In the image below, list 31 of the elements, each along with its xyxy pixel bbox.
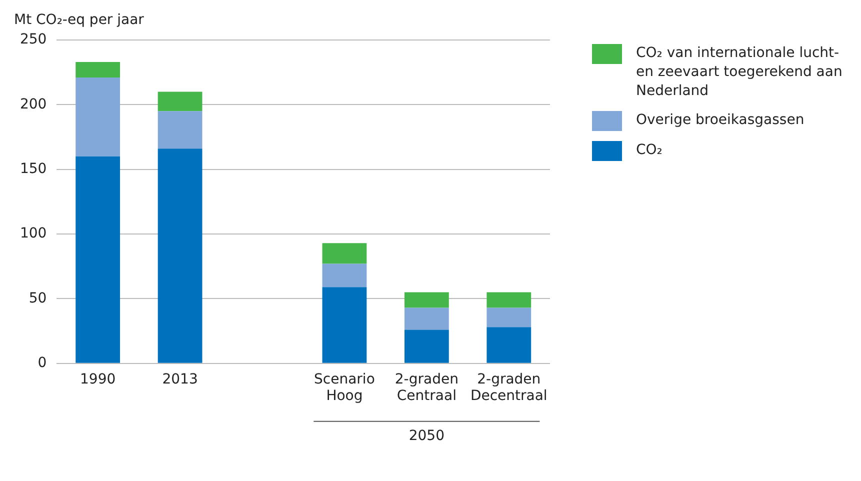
- y-tick-label: 100: [20, 226, 47, 242]
- x-tick-label: 2-graden Decentraal: [470, 371, 548, 404]
- y-tick-label: 150: [20, 161, 47, 177]
- y-tick-label: 50: [28, 290, 47, 306]
- y-tick-label: 200: [20, 96, 47, 112]
- y-tick-label: 0: [38, 355, 47, 372]
- legend-label: CO₂ van internationale lucht- en zeevaart toegerekend aan Nederland: [636, 44, 844, 101]
- bar: [486, 308, 532, 328]
- bar: [76, 78, 120, 156]
- bar: [158, 111, 202, 149]
- legend-label: Overige broeikasgassen: [636, 111, 804, 130]
- x-tick-label: Scenario Hoog: [314, 371, 375, 404]
- bar: [158, 92, 202, 112]
- bar: [322, 287, 367, 363]
- bar: [322, 243, 367, 264]
- x-tick-label: 1990: [80, 371, 116, 388]
- bar: [76, 156, 120, 363]
- bar: [404, 308, 449, 330]
- y-tick-label: 250: [20, 32, 47, 48]
- bar: [404, 292, 449, 308]
- text: 2050: [408, 428, 444, 444]
- bar: [404, 330, 449, 363]
- bar: [486, 292, 532, 308]
- x-tick-label: 2013: [162, 371, 198, 388]
- bar: [322, 264, 367, 288]
- bar: [486, 327, 532, 363]
- y-axis-title: Mt CO₂-eq per jaar: [14, 12, 144, 28]
- legend-label: CO₂: [636, 141, 662, 160]
- bar: [158, 148, 202, 363]
- x-tick-label: 2-graden Centraal: [394, 371, 458, 404]
- bar: [76, 62, 120, 78]
